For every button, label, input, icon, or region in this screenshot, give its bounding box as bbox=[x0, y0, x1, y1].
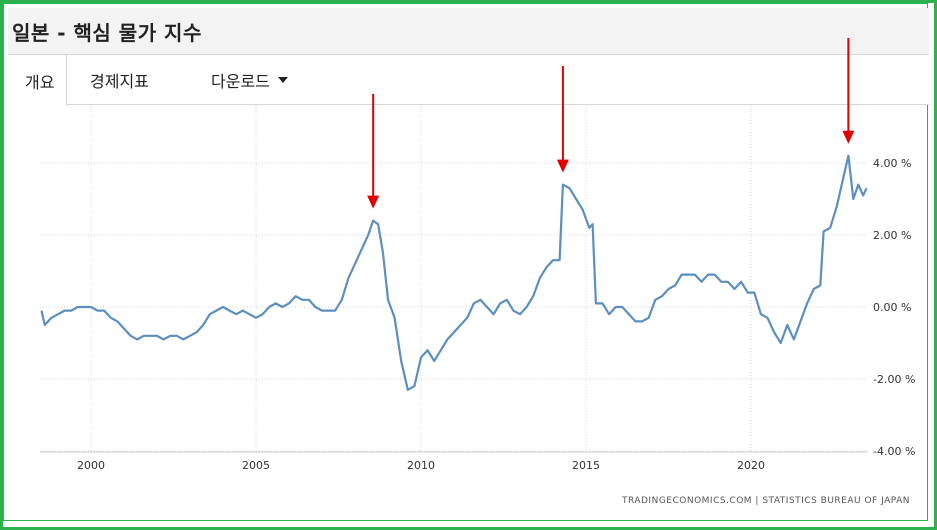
inner-frame bbox=[3, 3, 928, 521]
page-title: 일본 - 핵심 물가 지수 bbox=[12, 20, 202, 45]
series-line bbox=[40, 154, 868, 391]
y-axis-ticks: 4.00 % 2.00 % 0.00 % -2.00 % -4.00 % bbox=[873, 157, 915, 458]
x-tick-label: 2020 bbox=[737, 459, 765, 472]
source-credit: TRADINGECONOMICS.COM | STATISTICS BUREAU… bbox=[621, 496, 910, 506]
y-tick-label: 4.00 % bbox=[873, 157, 911, 170]
tab-download-label: 다운로드 bbox=[211, 72, 270, 91]
arrow-head-icon bbox=[367, 195, 380, 209]
y-tick-label: 0.00 % bbox=[873, 301, 911, 314]
y-tick-label: -4.00 % bbox=[873, 445, 915, 458]
x-tick-label: 2010 bbox=[407, 459, 435, 472]
title-bar: 일본 - 핵심 물가 지수 bbox=[8, 8, 929, 55]
arrow-annotation bbox=[556, 66, 569, 173]
arrow-annotation bbox=[842, 38, 855, 144]
tab-bar: 개요 경제지표 다운로드 bbox=[8, 55, 929, 106]
arrow-head-icon bbox=[556, 159, 569, 173]
tab-overview-label: 개요 bbox=[25, 72, 55, 92]
tab-download[interactable]: 다운로드 bbox=[211, 55, 288, 105]
annotation-arrows bbox=[367, 38, 855, 209]
tab-indicators[interactable]: 경제지표 bbox=[90, 55, 149, 105]
arrow-annotation bbox=[367, 94, 380, 209]
x-tick-label: 2005 bbox=[242, 459, 270, 472]
caret-down-icon bbox=[277, 77, 288, 83]
arrow-head-icon bbox=[842, 130, 855, 144]
tab-overview[interactable]: 개요 bbox=[8, 55, 68, 106]
y-tick-label: 2.00 % bbox=[873, 229, 911, 242]
x-tick-label: 2000 bbox=[77, 459, 105, 472]
tab-indicators-label: 경제지표 bbox=[90, 72, 149, 91]
chart-grid bbox=[40, 105, 868, 453]
y-tick-label: -2.00 % bbox=[873, 373, 915, 386]
x-axis-ticks: 2000 2005 2010 2015 2020 bbox=[77, 459, 765, 472]
x-tick-label: 2015 bbox=[572, 459, 600, 472]
